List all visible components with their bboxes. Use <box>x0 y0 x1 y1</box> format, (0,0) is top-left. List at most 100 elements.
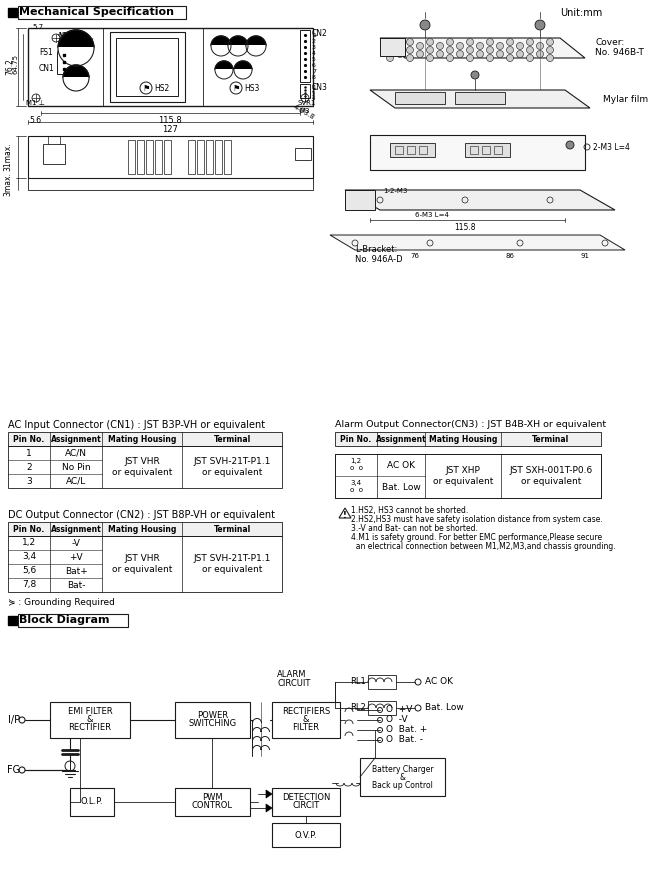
Text: ⚑: ⚑ <box>233 84 241 93</box>
Text: AC OK: AC OK <box>387 460 415 470</box>
Bar <box>419 146 427 154</box>
Bar <box>110 32 185 102</box>
Text: 3max.: 3max. <box>3 172 13 196</box>
Text: Assignment: Assignment <box>376 434 426 443</box>
Circle shape <box>486 46 494 53</box>
Bar <box>137 140 144 174</box>
Text: 1: 1 <box>312 33 316 38</box>
Text: M3: M3 <box>299 108 310 114</box>
Polygon shape <box>234 70 252 79</box>
Bar <box>470 146 478 154</box>
Text: 2: 2 <box>312 88 316 93</box>
Text: RECTIFIERS: RECTIFIERS <box>282 708 330 716</box>
Text: JST SXH-001T-P0.6
or equivalent: JST SXH-001T-P0.6 or equivalent <box>509 466 593 486</box>
Bar <box>8 446 282 488</box>
Text: 5: 5 <box>312 57 316 62</box>
Circle shape <box>427 38 433 45</box>
Bar <box>300 84 310 98</box>
Polygon shape <box>234 61 252 70</box>
Circle shape <box>471 71 479 79</box>
Text: JST XHP
or equivalent: JST XHP or equivalent <box>433 466 493 486</box>
Text: O.V.P.: O.V.P. <box>295 830 318 839</box>
Bar <box>50 702 130 738</box>
Text: AC/N: AC/N <box>65 449 87 457</box>
Text: Mechanical Specification: Mechanical Specification <box>19 7 174 17</box>
Bar <box>128 140 135 174</box>
Text: 3,4
o  o: 3,4 o o <box>350 481 362 493</box>
Text: ALARM: ALARM <box>277 670 306 679</box>
Text: 127: 127 <box>162 125 178 134</box>
Text: 3: 3 <box>312 92 316 97</box>
Text: Bat+: Bat+ <box>64 567 87 576</box>
Bar <box>175 788 250 816</box>
Text: ⋟ : Grounding Required: ⋟ : Grounding Required <box>8 598 115 607</box>
Circle shape <box>427 46 433 53</box>
Text: Unit:mm: Unit:mm <box>560 8 602 18</box>
Text: !: ! <box>343 511 347 520</box>
Bar <box>395 146 403 154</box>
Polygon shape <box>266 804 272 812</box>
Text: 1,2: 1,2 <box>22 538 36 547</box>
Text: FG: FG <box>7 765 20 775</box>
Bar <box>335 454 601 498</box>
Text: 2-M3 L=4: 2-M3 L=4 <box>593 143 630 152</box>
Text: 7,8: 7,8 <box>22 580 36 589</box>
Circle shape <box>397 51 403 58</box>
Bar <box>28 136 313 178</box>
Text: Battery Charger: Battery Charger <box>372 765 433 773</box>
Polygon shape <box>58 48 94 66</box>
Text: PWM: PWM <box>202 794 223 803</box>
Text: Pin No.: Pin No. <box>13 434 45 443</box>
Text: 2.HS2,HS3 must have safety isolation distance from system case.: 2.HS2,HS3 must have safety isolation dis… <box>351 515 603 524</box>
Bar <box>164 140 171 174</box>
Polygon shape <box>215 61 233 70</box>
Bar <box>57 50 71 74</box>
Text: Mylar film: Mylar film <box>603 95 648 104</box>
Text: FS1: FS1 <box>39 48 53 57</box>
Circle shape <box>456 43 464 50</box>
Text: Back up Control: Back up Control <box>372 781 433 789</box>
Circle shape <box>436 43 444 50</box>
Text: AC OK: AC OK <box>425 677 453 686</box>
Text: HS3: HS3 <box>244 84 259 93</box>
Polygon shape <box>215 70 233 79</box>
Polygon shape <box>330 235 625 250</box>
Circle shape <box>527 38 533 45</box>
Bar <box>70 788 114 816</box>
Text: 4.M1 is safety ground. For better EMC performance,Please secure: 4.M1 is safety ground. For better EMC pe… <box>351 533 602 542</box>
Circle shape <box>486 54 494 61</box>
Text: CN3: CN3 <box>312 83 328 92</box>
Bar <box>206 140 213 174</box>
Circle shape <box>535 20 545 30</box>
Text: +V: +V <box>69 553 83 562</box>
Text: 4: 4 <box>312 51 316 56</box>
Text: 2: 2 <box>26 463 31 472</box>
Circle shape <box>417 51 423 58</box>
Text: POWER: POWER <box>197 711 228 721</box>
Text: 7: 7 <box>312 69 316 74</box>
Text: Bat-: Bat- <box>67 580 85 589</box>
Circle shape <box>496 51 503 58</box>
Text: O.L.P.: O.L.P. <box>80 797 103 806</box>
Bar <box>494 146 502 154</box>
Text: JST SVH-21T-P1.1
or equivalent: JST SVH-21T-P1.1 or equivalent <box>194 457 271 477</box>
Circle shape <box>547 46 553 53</box>
Polygon shape <box>211 46 231 56</box>
Text: Mating Housing: Mating Housing <box>429 434 497 443</box>
Text: Block Diagram: Block Diagram <box>19 615 109 625</box>
Text: FILTER: FILTER <box>293 724 320 732</box>
Bar <box>146 140 153 174</box>
Bar <box>116 38 178 96</box>
Text: DETECTION: DETECTION <box>282 794 330 803</box>
Bar <box>224 140 231 174</box>
Text: RL1: RL1 <box>350 677 366 686</box>
Text: 3.-V and Bat- can not be shorted.: 3.-V and Bat- can not be shorted. <box>351 524 478 533</box>
Text: CN2: CN2 <box>312 29 328 38</box>
Bar <box>380 38 405 56</box>
Text: CONTROL: CONTROL <box>192 802 233 811</box>
Bar <box>360 758 445 796</box>
Text: 6-M3 L=4: 6-M3 L=4 <box>415 212 449 218</box>
Circle shape <box>407 46 413 53</box>
Circle shape <box>537 43 543 50</box>
Text: 2: 2 <box>312 39 316 44</box>
